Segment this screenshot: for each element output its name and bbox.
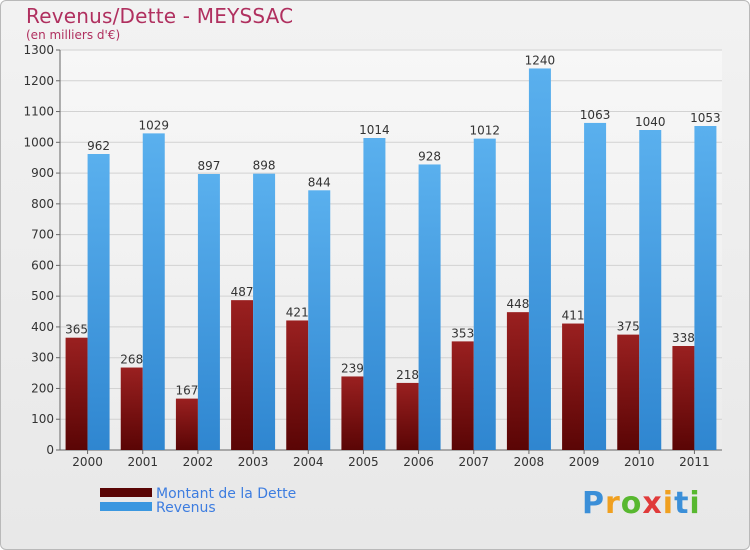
bar-dette — [506, 312, 529, 450]
x-tick-label: 2008 — [514, 455, 545, 469]
x-tick-label: 2009 — [569, 455, 600, 469]
data-label: 375 — [617, 320, 640, 334]
data-label: 1014 — [359, 123, 390, 137]
y-tick-label: 1200 — [23, 74, 54, 88]
bar-revenus — [639, 130, 662, 450]
data-label: 338 — [672, 331, 695, 345]
bar-revenus — [694, 126, 717, 450]
bar-dette — [120, 367, 143, 450]
x-tick-label: 2005 — [348, 455, 379, 469]
data-label: 1053 — [690, 111, 721, 125]
bar-revenus — [418, 164, 441, 450]
bar-dette — [65, 337, 88, 450]
data-label: 1012 — [469, 124, 500, 138]
y-tick-label: 800 — [31, 197, 54, 211]
chart-title: Revenus/Dette - MEYSSAC — [26, 4, 294, 28]
logo-letter: x — [642, 486, 663, 521]
y-tick-label: 1300 — [23, 43, 54, 57]
data-label: 218 — [396, 368, 419, 382]
plot-area — [60, 50, 722, 450]
y-tick-label: 100 — [31, 412, 54, 426]
bar-revenus — [197, 174, 220, 450]
legend-label-dette: Montant de la Dette — [156, 486, 296, 502]
logo-letter: P — [582, 486, 605, 521]
bar-dette — [231, 300, 254, 450]
logo-letter: t — [674, 486, 690, 521]
y-tick-label: 1100 — [23, 105, 54, 119]
bar-dette — [175, 398, 198, 450]
bar-dette — [286, 320, 309, 450]
bar-revenus — [142, 133, 165, 450]
bar-dette — [617, 334, 640, 450]
data-label: 239 — [341, 361, 364, 375]
y-tick-label: 1000 — [23, 135, 54, 149]
x-tick-label: 2007 — [458, 455, 489, 469]
logo-letter: i — [662, 486, 675, 521]
y-tick-label: 700 — [31, 228, 54, 242]
data-label: 268 — [120, 353, 143, 367]
data-label: 167 — [175, 384, 198, 398]
data-label: 421 — [286, 305, 309, 319]
y-tick-label: 200 — [31, 381, 54, 395]
x-tick-label: 2006 — [403, 455, 434, 469]
proxiti-logo: Proxiti — [582, 486, 701, 521]
chart-subtitle: (en milliers d'€) — [26, 28, 121, 42]
bar-revenus — [528, 68, 551, 450]
data-label: 962 — [87, 139, 110, 153]
x-tick-label: 2000 — [72, 455, 103, 469]
data-label: 1240 — [525, 53, 556, 67]
y-tick-label: 0 — [46, 443, 54, 457]
data-label: 897 — [197, 159, 220, 173]
data-label: 1063 — [580, 108, 611, 122]
data-label: 448 — [506, 297, 529, 311]
data-label: 365 — [65, 323, 88, 337]
logo-letter: o — [620, 486, 643, 521]
data-label: 353 — [451, 326, 474, 340]
x-tick-label: 2003 — [238, 455, 269, 469]
logo-letter: i — [689, 486, 701, 521]
x-tick-label: 2011 — [679, 455, 710, 469]
bar-dette — [562, 323, 585, 450]
bar-revenus — [308, 190, 331, 451]
y-tick-label: 300 — [31, 351, 54, 365]
bar-dette — [396, 382, 419, 450]
data-label: 844 — [308, 175, 331, 189]
x-tick-label: 2004 — [293, 455, 324, 469]
bar-dette — [451, 341, 474, 450]
bar-revenus — [253, 173, 276, 450]
bar-revenus — [473, 138, 496, 450]
bar-dette — [672, 346, 695, 450]
legend-swatch-dette — [100, 488, 152, 497]
data-label: 1029 — [138, 118, 169, 132]
logo-letter: r — [605, 486, 621, 521]
x-tick-label: 2010 — [624, 455, 655, 469]
data-label: 1040 — [635, 115, 666, 129]
bar-revenus — [584, 122, 607, 450]
y-tick-label: 400 — [31, 320, 54, 334]
y-tick-label: 500 — [31, 289, 54, 303]
bar-revenus — [363, 138, 386, 450]
bar-dette — [341, 376, 364, 450]
y-tick-label: 900 — [31, 166, 54, 180]
x-tick-label: 2001 — [127, 455, 158, 469]
data-label: 898 — [253, 159, 276, 173]
data-label: 487 — [231, 285, 254, 299]
legend-swatch-revenus — [100, 502, 152, 511]
y-tick-label: 600 — [31, 258, 54, 272]
x-tick-label: 2002 — [183, 455, 214, 469]
data-label: 928 — [418, 149, 441, 163]
data-label: 411 — [562, 309, 585, 323]
bar-revenus — [87, 154, 110, 450]
legend-label-revenus: Revenus — [156, 500, 216, 516]
